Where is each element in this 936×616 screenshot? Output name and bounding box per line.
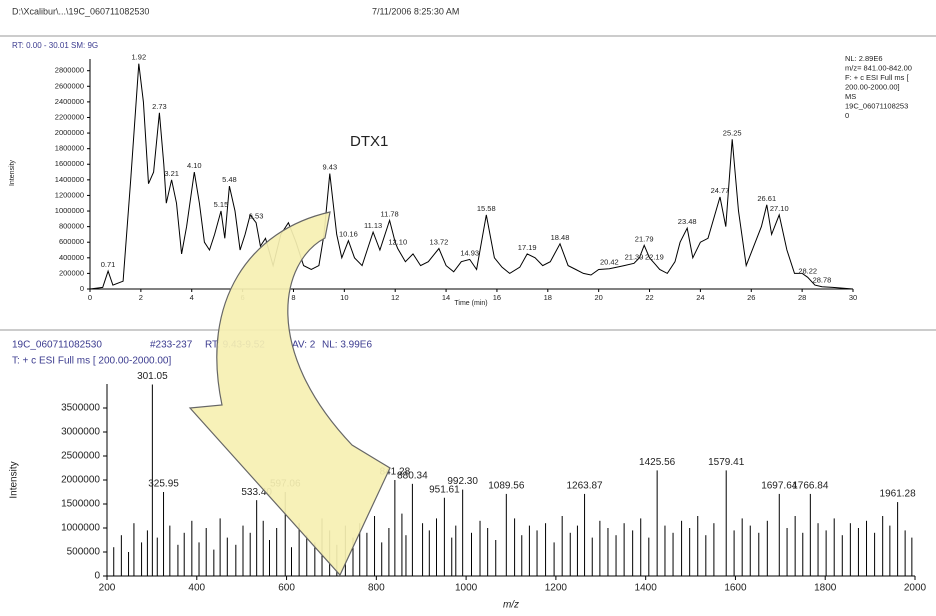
overlay	[0, 0, 936, 616]
page: D:\Xcalibur\...\19C_060711082530 7/11/20…	[0, 0, 936, 616]
arrow	[190, 212, 390, 575]
